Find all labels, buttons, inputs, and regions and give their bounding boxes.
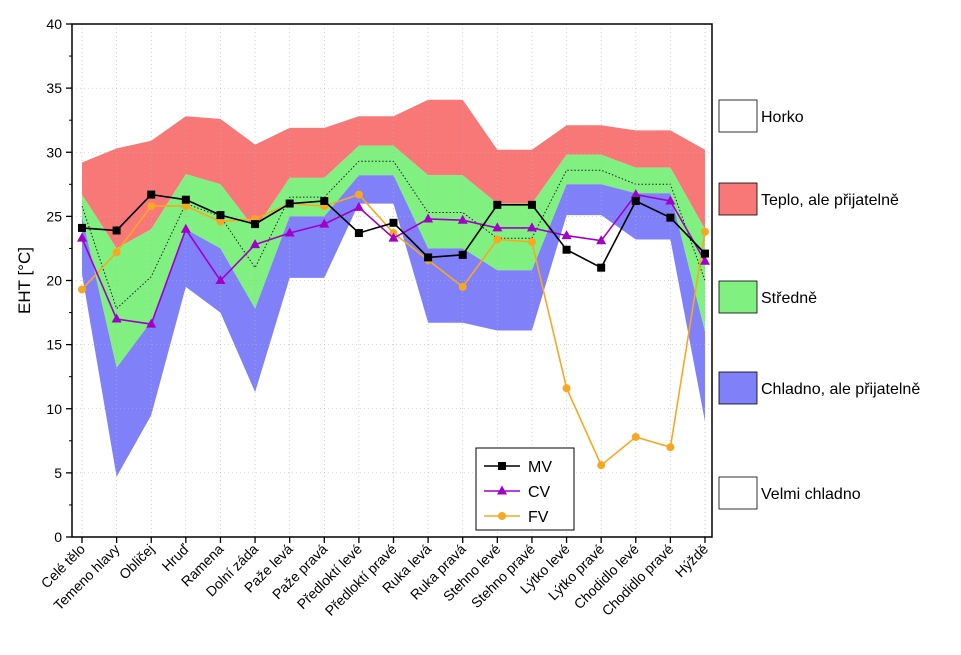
y-tick-label: 15	[46, 337, 62, 353]
data-point-MV	[527, 200, 536, 209]
zone-swatch-4	[718, 476, 758, 510]
zone-label-0: Horko	[761, 109, 804, 126]
y-axis: 0 5 10 15 20 25 30 35 40	[46, 16, 72, 545]
data-point-MV	[78, 223, 86, 232]
data-point-MV	[181, 195, 190, 204]
y-tick-label: 25	[46, 208, 62, 224]
data-point-CV	[319, 218, 330, 228]
data-point-FV	[666, 443, 675, 452]
y-tick-label: 30	[46, 144, 62, 160]
data-point-FV	[216, 217, 225, 226]
zone-label-2: Středně	[761, 290, 817, 307]
data-point-FV	[112, 248, 121, 257]
y-tick-label: 5	[54, 465, 62, 481]
data-point-FV	[562, 384, 571, 393]
data-point-FV	[597, 461, 606, 470]
data-point-CV	[665, 195, 676, 205]
data-point-CV	[284, 227, 295, 237]
legend-label-CV: CV	[528, 484, 551, 501]
y-tick-label: 35	[46, 80, 62, 96]
data-point-MV	[562, 245, 571, 254]
zone-swatch-2	[718, 280, 758, 314]
data-point-MV	[597, 263, 606, 272]
y-axis-title: EHT [°C]	[15, 247, 34, 314]
data-point-CV	[700, 255, 710, 265]
data-point-FV	[147, 202, 156, 211]
data-point-MV	[320, 196, 329, 205]
zone-band-2	[82, 175, 705, 477]
data-point-MV	[493, 200, 502, 209]
data-point-CV	[526, 222, 537, 232]
y-tick-label: 0	[54, 529, 62, 545]
data-point-CV	[596, 235, 607, 245]
series-MV	[78, 190, 709, 272]
legend-marker-MV	[498, 462, 506, 470]
data-point-FV	[527, 238, 536, 247]
zone-swatch-3	[718, 371, 758, 405]
legend-label-MV: MV	[528, 459, 552, 476]
data-point-CV	[492, 222, 503, 232]
data-point-FV	[354, 190, 363, 199]
data-point-MV	[631, 196, 640, 205]
data-point-FV	[181, 202, 190, 211]
comfort-zones	[82, 99, 705, 477]
data-point-CV	[146, 318, 157, 328]
y-tick-label: 10	[46, 401, 62, 417]
legend-marker-FV	[498, 512, 506, 520]
zone-swatch-0	[718, 99, 758, 133]
data-point-MV	[424, 253, 433, 262]
zone-label-1: Teplo, ale přijatelně	[761, 192, 899, 209]
data-point-MV	[216, 211, 225, 220]
data-point-MV	[458, 250, 467, 259]
data-point-MV	[354, 229, 363, 238]
data-point-FV	[493, 235, 502, 244]
zone-legend: Horko Teplo, ale přijatelně Středně Chladno…	[718, 99, 920, 510]
data-point-MV	[701, 249, 709, 258]
data-point-FV	[458, 282, 467, 291]
y-tick-label: 20	[46, 273, 62, 289]
x-tick-label: Hýždě	[672, 541, 712, 581]
legend-box	[475, 447, 575, 531]
y-tick-label: 40	[46, 16, 62, 32]
data-point-CV	[630, 189, 641, 199]
data-point-CV	[250, 239, 261, 249]
midline-path	[81, 160, 706, 310]
data-point-CV	[457, 214, 468, 224]
series-legend: MV CV FV	[475, 447, 575, 531]
x-tick-label: Obličej	[116, 541, 158, 583]
data-point-CV	[353, 201, 364, 211]
data-point-CV	[77, 232, 87, 242]
data-point-CV	[180, 223, 191, 233]
data-point-MV	[285, 199, 294, 208]
data-point-FV	[701, 227, 709, 236]
zone-label-4: Velmi chladno	[761, 486, 861, 503]
zone-band-1	[82, 145, 705, 368]
data-point-FV	[631, 432, 640, 441]
series-CV	[77, 189, 710, 328]
legend-label-FV: FV	[528, 509, 549, 526]
zone-label-3: Chladno, ale přijatelně	[761, 381, 920, 398]
data-point-CV	[423, 213, 434, 223]
data-point-FV	[78, 285, 86, 294]
data-point-MV	[666, 213, 675, 222]
data-point-CV	[561, 230, 572, 240]
zone-swatch-1	[718, 182, 758, 216]
series-layer	[77, 189, 710, 470]
data-point-MV	[251, 220, 260, 229]
data-point-CV	[215, 275, 226, 284]
data-point-MV	[147, 190, 156, 199]
legend-marker-CV	[497, 485, 507, 495]
data-point-MV	[112, 226, 121, 235]
data-point-CV	[388, 232, 399, 242]
zone-midline	[72, 23, 712, 538]
data-point-MV	[389, 218, 398, 227]
zone-band-0	[82, 99, 705, 249]
data-point-CV	[111, 313, 122, 323]
